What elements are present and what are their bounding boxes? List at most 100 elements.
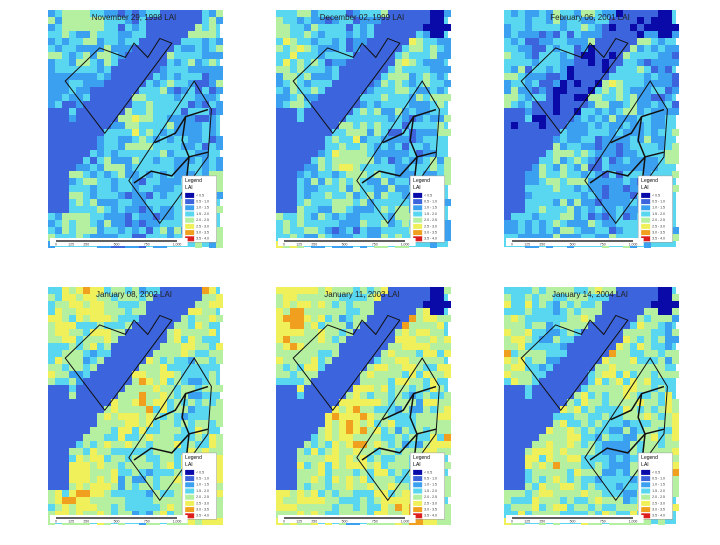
raster-cell	[360, 378, 367, 385]
raster-cell	[69, 357, 76, 364]
raster-cell	[146, 399, 153, 406]
raster-cell	[90, 52, 97, 59]
raster-cell	[188, 448, 195, 455]
raster-cell	[672, 434, 679, 441]
raster-cell	[672, 294, 679, 301]
raster-cell	[325, 490, 332, 497]
raster-cell	[139, 73, 146, 80]
raster-cell	[118, 24, 125, 31]
raster-cell	[311, 94, 318, 101]
raster-cell	[437, 17, 444, 24]
raster-cell	[283, 143, 290, 150]
raster-cell	[511, 385, 518, 392]
raster-cell	[609, 227, 616, 234]
raster-cell	[55, 122, 62, 129]
raster-cell	[76, 371, 83, 378]
raster-cell	[430, 59, 437, 66]
raster-cell	[504, 164, 511, 171]
raster-cell	[374, 38, 381, 45]
raster-cell	[55, 497, 62, 504]
raster-cell	[374, 108, 381, 115]
raster-cell	[437, 301, 444, 308]
raster-cell	[367, 87, 374, 94]
raster-cell	[539, 294, 546, 301]
raster-cell	[581, 80, 588, 87]
raster-cell	[125, 164, 132, 171]
raster-cell	[567, 385, 574, 392]
scale-label: 250	[311, 519, 317, 523]
raster-cell	[402, 294, 409, 301]
raster-cell	[588, 31, 595, 38]
raster-cell	[574, 483, 581, 490]
raster-cell	[297, 511, 304, 518]
raster-cell	[574, 406, 581, 413]
raster-cell	[202, 301, 209, 308]
raster-cell	[672, 483, 679, 490]
raster-cell	[90, 490, 97, 497]
raster-cell	[48, 80, 55, 87]
legend-swatch	[413, 476, 423, 482]
raster-cell	[332, 476, 339, 483]
raster-cell	[290, 455, 297, 462]
scale-label: 250	[83, 519, 89, 523]
raster-cell	[146, 371, 153, 378]
raster-cell	[609, 301, 616, 308]
raster-cell	[511, 371, 518, 378]
raster-cell	[360, 448, 367, 455]
raster-cell	[202, 329, 209, 336]
raster-cell	[511, 206, 518, 213]
raster-cell	[146, 17, 153, 24]
raster-cell	[311, 10, 318, 17]
raster-cell	[104, 343, 111, 350]
raster-cell	[402, 192, 409, 199]
raster-cell	[567, 343, 574, 350]
raster-cell	[609, 308, 616, 315]
raster-cell	[195, 101, 202, 108]
raster-cell	[90, 504, 97, 511]
raster-cell	[132, 406, 139, 413]
raster-cell	[283, 287, 290, 294]
raster-cell	[297, 420, 304, 427]
raster-cell	[437, 129, 444, 136]
raster-cell	[174, 371, 181, 378]
raster-cell	[90, 399, 97, 406]
raster-cell	[409, 80, 416, 87]
raster-cell	[346, 129, 353, 136]
raster-cell	[374, 490, 381, 497]
raster-cell	[62, 350, 69, 357]
raster-cell	[276, 94, 283, 101]
raster-cell	[546, 10, 553, 17]
raster-cell	[83, 434, 90, 441]
raster-cell	[167, 178, 174, 185]
raster-cell	[395, 301, 402, 308]
raster-cell	[104, 108, 111, 115]
raster-cell	[55, 406, 62, 413]
raster-cell	[290, 427, 297, 434]
raster-cell	[346, 427, 353, 434]
raster-cell	[560, 143, 567, 150]
raster-cell	[69, 434, 76, 441]
raster-cell	[276, 385, 283, 392]
raster-cell	[311, 101, 318, 108]
raster-cell	[118, 406, 125, 413]
raster-cell	[69, 115, 76, 122]
raster-cell	[504, 227, 511, 234]
raster-cell	[311, 108, 318, 115]
raster-cell	[297, 101, 304, 108]
raster-cell	[430, 10, 437, 17]
raster-cell	[609, 129, 616, 136]
raster-cell	[539, 434, 546, 441]
raster-cell	[595, 73, 602, 80]
raster-cell	[658, 31, 665, 38]
raster-cell	[297, 427, 304, 434]
raster-cell	[76, 31, 83, 38]
raster-cell	[444, 234, 451, 241]
raster-cell	[644, 448, 651, 455]
raster-cell	[132, 294, 139, 301]
raster-cell	[125, 206, 132, 213]
raster-cell	[360, 206, 367, 213]
raster-cell	[69, 94, 76, 101]
raster-cell	[539, 87, 546, 94]
raster-cell	[118, 136, 125, 143]
raster-cell	[125, 476, 132, 483]
